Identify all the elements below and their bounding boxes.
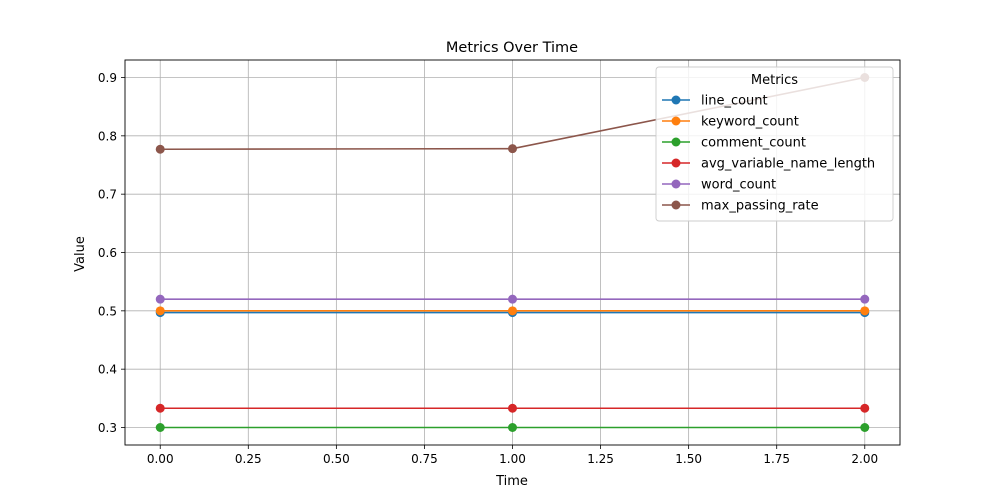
data-point-keyword-count [155,306,165,316]
legend-label-line-count: line_count [701,94,768,109]
x-tick-label: 0.75 [411,452,438,466]
legend-marker-comment-count [671,137,681,147]
x-tick-label: 0.25 [235,452,262,466]
x-tick-label: 0.50 [323,452,350,466]
data-point-comment-count [508,423,517,432]
legend-title: Metrics [751,73,798,88]
data-point-comment-count [860,423,870,432]
x-axis-label: Time [495,474,528,489]
data-point-keyword-count [508,306,517,316]
data-point-max-passing-rate [508,144,517,154]
data-point-word-count [508,294,517,304]
data-point-avg-variable-name-length [860,403,870,413]
legend-marker-avg-variable-name-length [671,158,681,168]
y-tick-label: 0.7 [98,188,117,202]
legend-marker-keyword-count [671,116,681,126]
y-tick-label: 0.4 [98,363,117,377]
legend-marker-line-count [671,95,681,105]
x-tick-label: 0.00 [147,452,174,466]
y-tick-label: 0.8 [98,129,117,143]
legend-box [655,66,894,222]
legend-label-avg-variable-name-length: avg_variable_name_length [701,157,875,172]
x-tick-label: 1.75 [763,452,790,466]
legend-label-word-count: word_count [701,178,776,193]
y-tick-label: 0.3 [98,421,117,435]
x-tick-label: 1.50 [675,452,702,466]
legend-label-comment-count: comment_count [701,136,806,151]
data-point-avg-variable-name-length [155,403,165,413]
tick-labels: 0.00 0.25 0.50 0.75 1.00 1.25 1.50 1.75 2.00 0.3 0… [98,71,878,466]
data-point-keyword-count [860,306,870,316]
y-tick-label: 0.5 [98,304,117,318]
x-tick-label: 2.00 [851,452,878,466]
plot-frame [124,59,901,446]
chart-title: Metrics Over Time [446,40,578,56]
y-tick-label: 0.9 [98,71,117,85]
series-group [155,73,870,432]
y-tick-label: 0.6 [98,246,117,260]
legend-label-max-passing-rate: max_passing_rate [701,199,819,214]
data-point-max-passing-rate [155,144,165,154]
legend-label-keyword-count: keyword_count [701,115,799,130]
data-point-comment-count [155,423,165,432]
data-point-word-count [155,294,165,304]
legend: Metrics line_count keyword_count comment_co… [655,66,894,222]
x-tick-label: 1.00 [499,452,526,466]
legend-marker-max-passing-rate [671,200,681,210]
legend-marker-word-count [671,179,681,189]
axes [121,59,901,449]
data-point-word-count [860,294,870,304]
y-axis-label: Value [73,236,88,272]
x-tick-label: 1.25 [587,452,614,466]
data-point-avg-variable-name-length [508,403,517,413]
